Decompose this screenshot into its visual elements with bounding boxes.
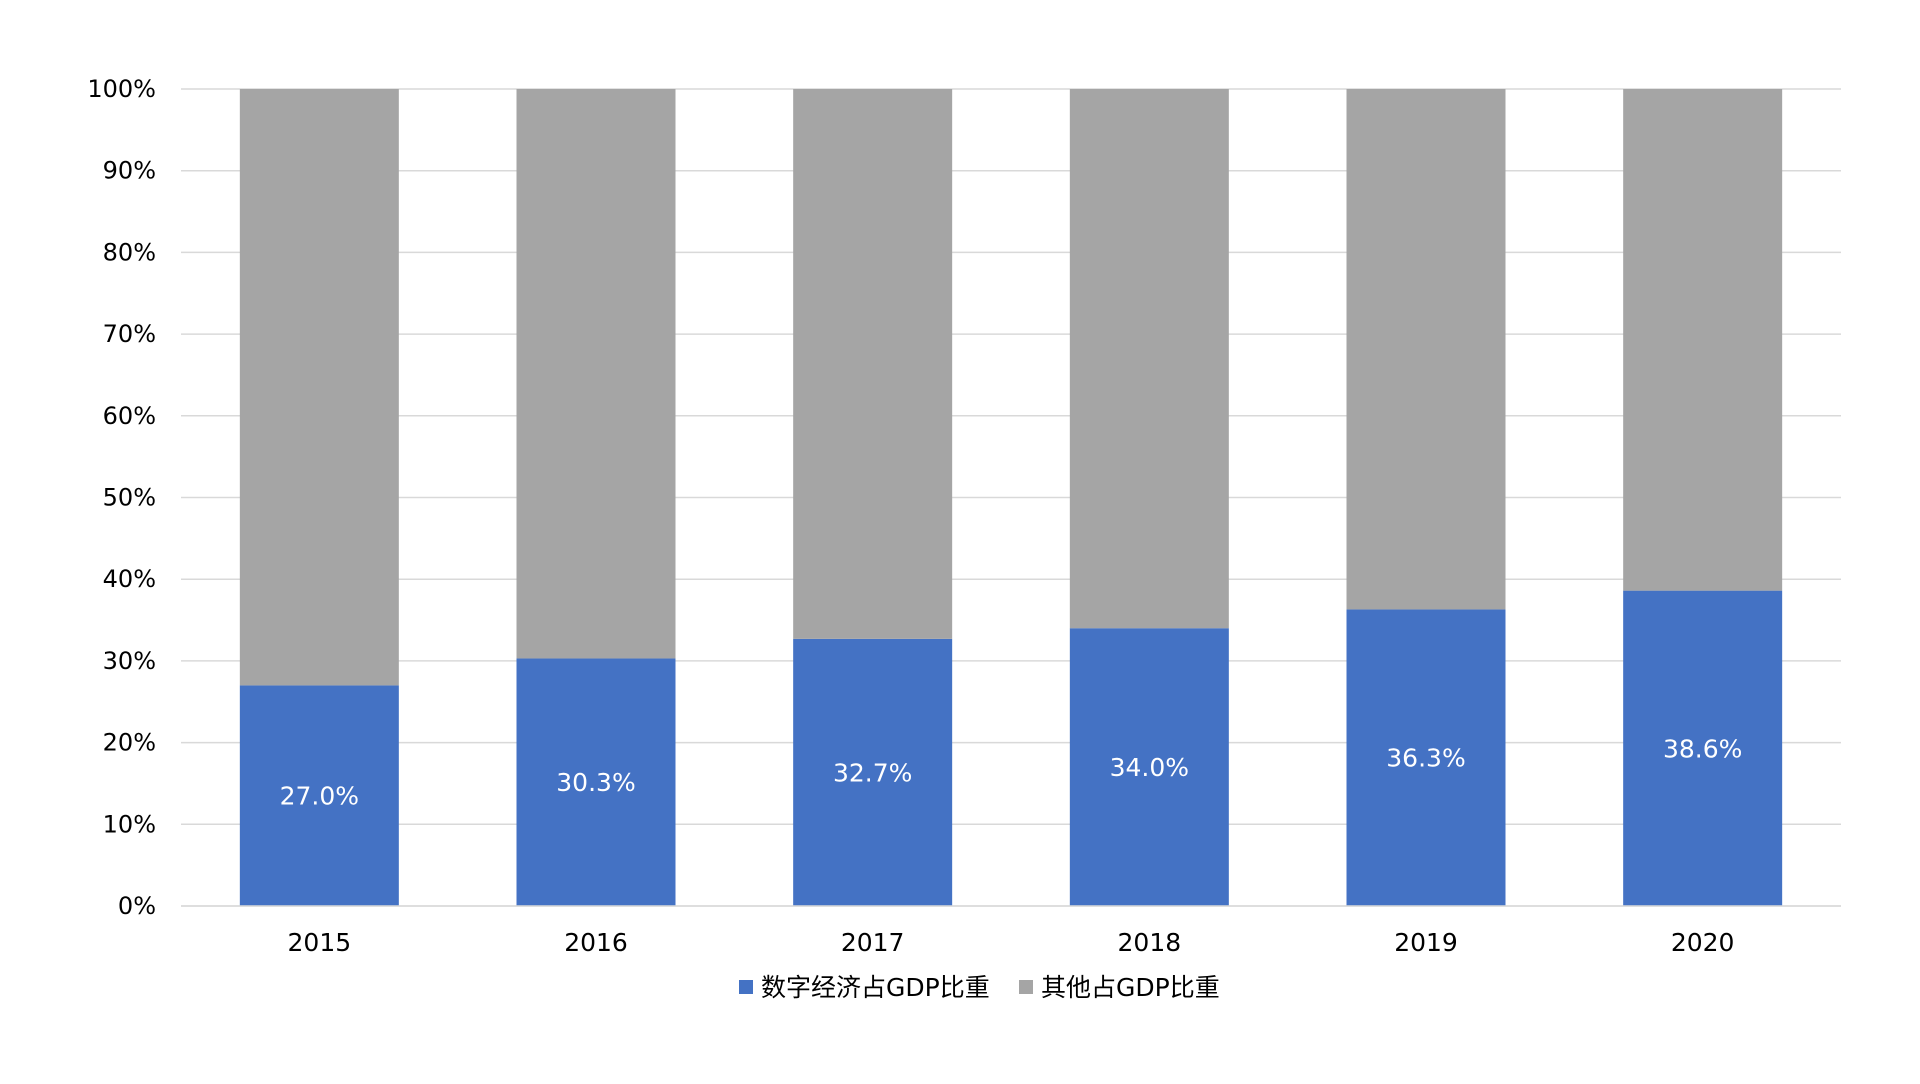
data-label: 32.7% (833, 758, 912, 787)
bar-segment-other-2017 (793, 89, 953, 639)
y-tick-label: 60% (103, 402, 156, 430)
legend-swatch (1019, 980, 1033, 994)
y-axis: 0% 10% 20% 30% 40% 50% 60% 70% 80% 90% 100% (87, 75, 156, 920)
x-tick-label: 2017 (841, 928, 905, 957)
bar-segment-other-2020 (1623, 89, 1783, 591)
legend-swatch (739, 980, 753, 994)
bar-segment-digital-2017 (793, 638, 953, 906)
x-axis: 2015 2016 2017 2018 2019 2020 (181, 905, 1841, 957)
bar-segment-digital-2018 (1069, 628, 1229, 906)
y-tick-label: 80% (103, 238, 156, 266)
legend: 数字经济占GDP比重 其他占GDP比重 (739, 973, 1220, 1002)
y-tick-label: 10% (103, 810, 156, 838)
x-tick-label: 2020 (1671, 928, 1735, 957)
data-label: 30.3% (556, 768, 635, 797)
y-tick-label: 50% (103, 484, 156, 512)
data-labels: 27.0% 30.3% 32.7% 34.0% 36.3% 38.6% (280, 734, 1743, 810)
x-tick-label: 2019 (1394, 928, 1458, 957)
y-tick-label: 40% (103, 565, 156, 593)
data-label: 27.0% (280, 782, 359, 811)
bars (239, 89, 1783, 906)
bar-segment-digital-2020 (1623, 590, 1783, 906)
x-tick-label: 2015 (288, 928, 352, 957)
y-tick-label: 20% (103, 729, 156, 757)
bar-segment-digital-2015 (239, 685, 399, 906)
bar-segment-other-2016 (516, 89, 676, 659)
data-label: 38.6% (1663, 734, 1742, 763)
gridlines (181, 88, 1841, 907)
bar-segment-other-2019 (1346, 89, 1506, 610)
bar-segment-digital-2019 (1346, 609, 1506, 906)
y-tick-label: 100% (87, 75, 156, 103)
y-tick-label: 90% (103, 157, 156, 185)
y-tick-label: 0% (118, 892, 156, 920)
y-tick-label: 30% (103, 647, 156, 675)
data-label: 34.0% (1110, 753, 1189, 782)
x-tick-label: 2018 (1118, 928, 1182, 957)
bar-segment-digital-2016 (516, 658, 676, 906)
bar-segment-other-2018 (1069, 89, 1229, 629)
x-tick-label: 2016 (564, 928, 628, 957)
y-tick-label: 70% (103, 320, 156, 348)
data-label: 36.3% (1386, 744, 1465, 773)
legend-label: 数字经济占GDP比重 (761, 973, 990, 1002)
bar-segment-other-2015 (239, 89, 399, 686)
legend-label: 其他占GDP比重 (1041, 973, 1220, 1002)
